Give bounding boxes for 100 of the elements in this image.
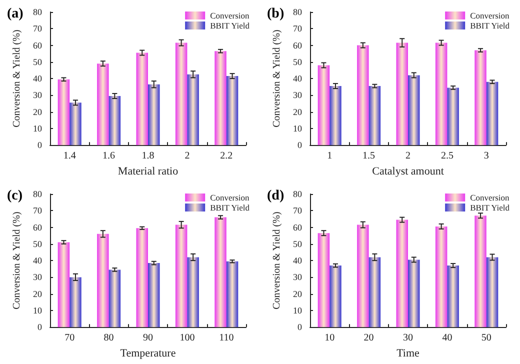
legend-label: Conversion — [470, 192, 510, 202]
x-tick-label: 1.6 — [102, 150, 116, 162]
y-tick-label: 70 — [33, 206, 42, 216]
x-tick-label: 80 — [104, 332, 114, 344]
x-tick-label: 110 — [219, 332, 234, 344]
y-tick-label: 10 — [293, 305, 302, 316]
bar — [148, 84, 160, 146]
legend-label: BBIT Yield — [470, 20, 510, 30]
y-tick-label: 20 — [293, 106, 302, 117]
x-tick-label: 70 — [64, 332, 75, 344]
bar — [357, 224, 369, 328]
x-tick-label: 20 — [364, 332, 374, 344]
y-tick-label: 0 — [38, 140, 42, 150]
y-tick-label: 30 — [293, 90, 302, 100]
bar — [97, 64, 109, 146]
x-tick-label: 2.2 — [220, 150, 233, 162]
bar — [108, 270, 121, 328]
bar — [408, 260, 420, 328]
y-tick-label: 50 — [33, 238, 42, 249]
bar — [486, 257, 498, 328]
x-axis-title: Material ratio — [118, 166, 179, 178]
x-tick-label: 50 — [481, 332, 492, 344]
y-tick-label: 60 — [33, 40, 42, 50]
bar — [474, 50, 486, 146]
y-tick-label: 0 — [298, 322, 302, 332]
bar — [368, 257, 381, 328]
bar — [226, 261, 238, 328]
bar — [226, 76, 238, 146]
bar — [396, 42, 408, 146]
bar — [58, 79, 70, 146]
chart-title: (a) — [7, 6, 24, 22]
y-tick-label: 40 — [293, 74, 302, 84]
x-tick-label: 30 — [403, 332, 413, 344]
y-tick-label: 60 — [293, 222, 302, 232]
bar — [447, 88, 459, 146]
x-tick-label: 3 — [484, 150, 489, 162]
y-tick-label: 30 — [293, 272, 302, 282]
y-tick-label: 50 — [293, 238, 302, 249]
x-tick-label: 2.5 — [440, 150, 454, 162]
bar — [70, 277, 82, 328]
y-axis-title: Conversion & Yield (%) — [12, 30, 22, 128]
bar — [357, 45, 369, 146]
legend-label: BBIT Yield — [470, 202, 510, 212]
y-tick-label: 10 — [293, 123, 302, 134]
y-tick-label: 50 — [293, 56, 302, 67]
bar — [330, 266, 342, 328]
y-tick-label: 70 — [33, 24, 42, 34]
x-tick-label: 1.5 — [362, 150, 376, 162]
y-tick-label: 40 — [33, 256, 42, 266]
bar — [148, 263, 160, 328]
y-tick-label: 10 — [33, 123, 42, 134]
x-tick-label: 10 — [324, 332, 335, 344]
legend-label: BBIT Yield — [210, 202, 250, 212]
bar — [435, 42, 448, 146]
bar — [330, 86, 342, 146]
bar — [187, 74, 199, 146]
y-tick-label: 40 — [293, 256, 302, 266]
y-tick-label: 20 — [293, 288, 302, 299]
y-tick-label: 10 — [33, 305, 42, 316]
legend-label: Conversion — [210, 192, 250, 202]
y-tick-label: 30 — [33, 272, 42, 282]
bar — [136, 228, 148, 328]
bar — [368, 86, 381, 146]
x-tick-label: 1.8 — [142, 150, 154, 162]
bar — [58, 242, 70, 328]
y-tick-label: 60 — [33, 222, 42, 232]
y-tick-label: 30 — [33, 90, 42, 100]
bar — [136, 52, 148, 146]
y-tick-label: 50 — [33, 56, 42, 67]
y-tick-label: 80 — [33, 7, 42, 17]
legend-label: BBIT Yield — [210, 20, 250, 30]
bar — [318, 65, 330, 146]
x-tick-label: 100 — [180, 332, 195, 344]
bar — [396, 220, 408, 328]
bar — [175, 42, 188, 146]
y-axis-title: Conversion & Yield (%) — [272, 30, 282, 128]
x-tick-label: 90 — [143, 332, 153, 344]
y-tick-label: 0 — [38, 322, 42, 332]
x-tick-label: 2 — [184, 150, 190, 162]
x-axis-title: Time — [396, 348, 420, 360]
chart-title: (c) — [7, 188, 23, 204]
legend-label: Conversion — [470, 10, 510, 20]
x-axis-title: Temperature — [120, 348, 176, 360]
y-tick-label: 0 — [298, 140, 302, 150]
y-tick-label: 70 — [293, 24, 302, 34]
y-tick-label: 80 — [293, 7, 302, 17]
bar — [97, 234, 109, 328]
y-axis-title: Conversion & Yield (%) — [272, 212, 282, 310]
chart-title: (d) — [267, 188, 284, 204]
chart-title: (b) — [267, 6, 284, 22]
bar — [474, 216, 486, 328]
y-tick-label: 20 — [33, 106, 42, 117]
bar — [70, 102, 82, 146]
bar — [447, 266, 459, 328]
bar — [318, 233, 330, 328]
x-axis-title: Catalyst amount — [372, 166, 444, 178]
bar — [187, 257, 199, 328]
y-tick-label: 40 — [33, 74, 42, 84]
y-tick-label: 60 — [293, 40, 302, 50]
legend-label: Conversion — [210, 10, 250, 20]
